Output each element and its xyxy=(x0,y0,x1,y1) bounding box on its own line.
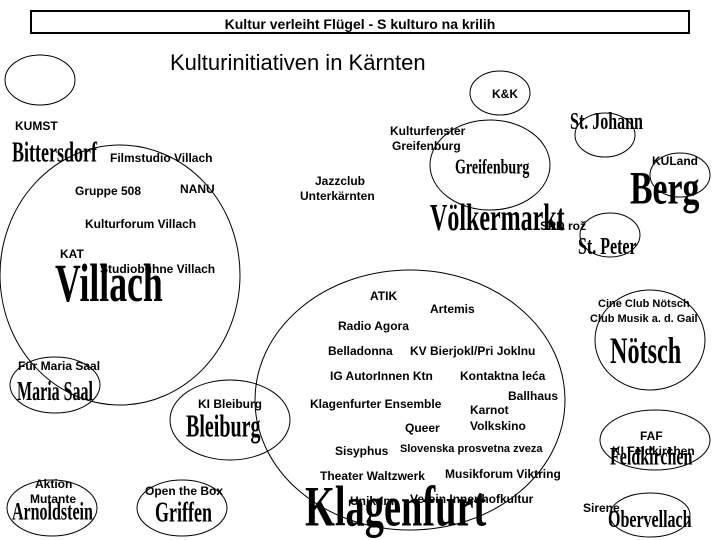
diagram-label: Jazzclub xyxy=(315,175,365,188)
region-name: Arnoldstein xyxy=(12,499,93,528)
region-name: Feldkirchen xyxy=(610,444,692,473)
diagram-label: Queer xyxy=(405,422,440,435)
diagram-label: Greifenburg xyxy=(392,140,461,153)
region-name: Völkermarkt xyxy=(430,198,565,241)
diagram-label: IG AutorInnen Ktn xyxy=(330,370,433,383)
diagram-label: Gruppe 508 xyxy=(75,185,141,198)
page-heading: Kulturinitiativen in Kärnten xyxy=(170,50,426,76)
region-name: St. Peter xyxy=(578,235,637,262)
diagram-label: Unterkärnten xyxy=(300,190,375,203)
region-name: Klagenfurt xyxy=(305,473,486,540)
diagram-label: Karnot xyxy=(470,404,509,417)
diagram-label: Sisyphus xyxy=(335,445,388,458)
diagram-label: KV Bierjokl/Pri Joklnu xyxy=(410,345,535,358)
region-name: Maria Saal xyxy=(17,378,93,409)
region-name: Villach xyxy=(55,255,163,316)
title-bar-text: Kultur verleiht Flügel - S kulturo na kr… xyxy=(225,16,496,32)
region-ellipse xyxy=(5,55,75,105)
diagram-label: Für Maria Saal xyxy=(18,360,100,373)
diagram-label: Belladonna xyxy=(328,345,393,358)
diagram-label: KUMST xyxy=(15,120,58,133)
diagram-label: ATIK xyxy=(370,290,397,303)
region-name: Greifenburg xyxy=(455,157,529,181)
region-name: Berg xyxy=(630,162,699,216)
diagram-label: Kontaktna leća xyxy=(460,370,545,383)
diagram-label: Volkskino xyxy=(470,420,526,433)
region-name: Griffen xyxy=(155,496,212,530)
region-name: St. Johann xyxy=(570,110,643,137)
diagram-label: Radio Agora xyxy=(338,320,409,333)
diagram-label: Ballhaus xyxy=(508,390,558,403)
diagram-label: Kulturfenster xyxy=(390,125,465,138)
diagram-label: Klagenfurter Ensemble xyxy=(310,398,441,411)
diagram-label: K&K xyxy=(492,88,518,101)
diagram-label: Slovenska prosvetna zveza xyxy=(400,443,542,455)
diagram-label: Club Musik a. d. Gail xyxy=(590,313,698,325)
diagram-label: Filmstudio Villach xyxy=(110,152,212,165)
diagram-label: Aktion xyxy=(35,478,72,491)
diagram-label: Cine Club Nötsch xyxy=(598,298,690,310)
diagram-label: FAF xyxy=(640,430,663,443)
diagram-label: Kulturforum Villach xyxy=(85,218,196,231)
region-name: Nötsch xyxy=(610,329,681,373)
diagram-label: Artemis xyxy=(430,303,475,316)
region-name: Obervellach xyxy=(608,508,692,535)
diagram-label: NANU xyxy=(180,183,215,196)
region-name: Bittersdorf xyxy=(12,136,97,170)
region-name: Bleiburg xyxy=(186,409,260,446)
title-bar: Kultur verleiht Flügel - S kulturo na kr… xyxy=(30,10,690,34)
